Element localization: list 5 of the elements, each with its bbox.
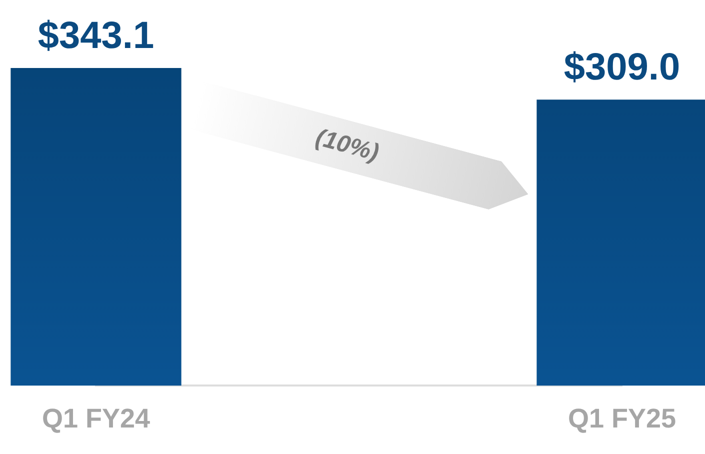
annotation: (10%) (312, 122, 383, 169)
data-label: $309.0 (564, 46, 680, 88)
data-label: $343.1 (38, 14, 154, 57)
x-tick-label: Q1 FY24 (42, 403, 150, 434)
x-tick-label: Q1 FY25 (568, 403, 676, 434)
